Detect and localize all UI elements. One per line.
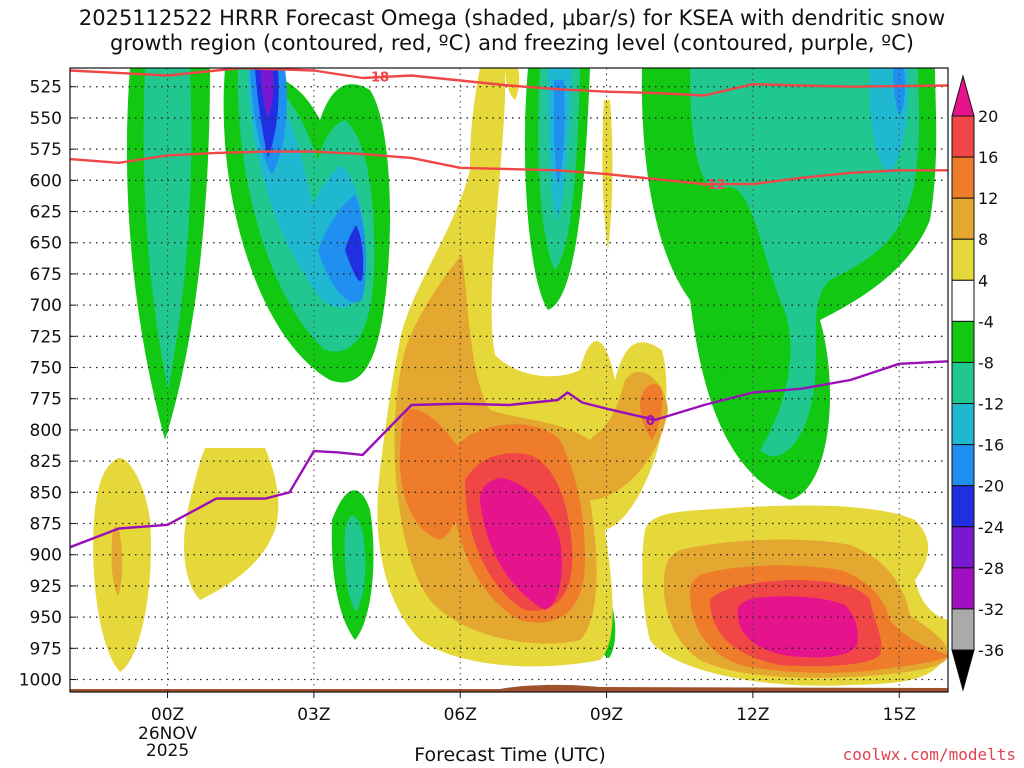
colorbar-swatch [951, 403, 975, 446]
omega-region-purple-2 [260, 68, 274, 118]
y-tick-label: 1000 [19, 671, 62, 691]
omega-region-blue-3 [318, 195, 367, 303]
y-tick-label: 575 [30, 140, 62, 160]
y-tick-label: 675 [30, 265, 62, 285]
colorbar-swatch [951, 485, 975, 528]
y-tick-label: 875 [30, 515, 62, 535]
contour-line [70, 150, 948, 186]
colorbar-tick-label: 16 [978, 148, 998, 167]
colorbar-tick-label: -12 [978, 395, 1004, 414]
omega-region-blue-4 [553, 80, 565, 185]
x-tick-label: 12Z [736, 705, 769, 725]
y-tick-label: 750 [30, 359, 62, 379]
colorbar-top-triangle [951, 74, 975, 117]
y-tick-label: 550 [30, 109, 62, 129]
plot-frame [69, 67, 949, 693]
omega-region-orange-3 [399, 409, 464, 540]
y-tick-label: 950 [30, 608, 62, 628]
colorbar-tick-label: 12 [978, 189, 998, 208]
colorbar-tick-label: 8 [978, 230, 988, 249]
omega-region-darkblue-3 [345, 225, 364, 281]
y-tick-label: 525 [30, 78, 62, 98]
credit-text: coolwx.com/modelts [842, 745, 1016, 764]
colorbar-swatch [951, 320, 975, 363]
colorbar-tick-label: -20 [978, 477, 1004, 496]
y-axis: 525 550 575 600 625 650 675 700 725 750 775 800 825 8… [19, 78, 76, 691]
colorbar-tick-label: -16 [978, 436, 1004, 455]
colorbar-tick-label: -28 [978, 559, 1004, 578]
y-tick-label: 775 [30, 390, 62, 410]
terrain-ground [70, 684, 948, 692]
omega-region-teal-4 [690, 68, 920, 457]
date-label: 26NOV [138, 724, 197, 744]
contour-label: 0 [646, 414, 655, 429]
colorbar-swatch [951, 526, 975, 569]
chart-title: 2025112522 HRRR Forecast Omega (shaded, … [78, 6, 946, 55]
x-tick-label: 03Z [297, 705, 330, 725]
y-tick-label: 725 [30, 327, 62, 347]
y-tick-label: 800 [30, 421, 62, 441]
omega-region-magenta-1 [480, 478, 562, 610]
y-tick-label: 925 [30, 577, 62, 597]
y-tick-label: 975 [30, 639, 62, 659]
omega-region-teal-5 [344, 515, 366, 612]
date-label: 2025 [146, 741, 189, 761]
colorbar-swatch [951, 279, 975, 322]
omega-region-orange-5 [640, 384, 663, 440]
omega-region-yellow-4 [505, 68, 520, 100]
colorbar-swatch [951, 608, 975, 651]
colorbar-swatch [951, 238, 975, 281]
contour-line [70, 360, 948, 549]
omega-shading [70, 68, 948, 692]
colorbar-swatch [951, 444, 975, 487]
colorbar-swatch [951, 567, 975, 610]
colorbar-swatch [951, 115, 975, 158]
omega-region-yellow-2 [184, 448, 279, 600]
y-tick-label: 825 [30, 452, 62, 472]
colorbar-bottom-triangle [951, 649, 975, 692]
contour-label: -12 [702, 178, 726, 193]
x-tick-label: 06Z [444, 705, 477, 725]
omega-region-orange-1 [111, 525, 123, 596]
colorbar-tick-label: -36 [978, 641, 1004, 660]
omega-region-magenta-2 [737, 596, 858, 658]
x-tick-label: 09Z [590, 705, 623, 725]
y-tick-label: 850 [30, 483, 62, 503]
x-axis-label: Forecast Time (UTC) [414, 744, 606, 766]
y-tick-label: 700 [30, 296, 62, 316]
colorbar-swatch [951, 361, 975, 405]
contour-line [70, 68, 948, 97]
colorbar-tick-label: -8 [978, 353, 994, 372]
colorbar-swatch [951, 156, 975, 199]
y-tick-label: 650 [30, 234, 62, 254]
y-tick-label: 600 [30, 171, 62, 191]
x-tick-label: 15Z [883, 705, 916, 725]
temperature-contours: -18 -12 0 [70, 68, 948, 549]
colorbar-tick-label: 20 [978, 107, 998, 126]
colorbar-tick-label: 4 [978, 271, 988, 290]
y-tick-label: 900 [30, 546, 62, 566]
colorbar-tick-label: -32 [978, 600, 1004, 619]
colorbar: 20 16 12 8 4 -4 -8 -12 -16 -20 -24 -28 -32 -36 [951, 74, 1004, 692]
colorbar-swatch [951, 197, 975, 240]
contour-label: -18 [366, 71, 390, 86]
colorbar-tick-label: -4 [978, 312, 994, 331]
x-tick-label: 00Z [151, 705, 184, 725]
y-tick-label: 625 [30, 203, 62, 223]
colorbar-tick-label: -24 [978, 518, 1004, 537]
